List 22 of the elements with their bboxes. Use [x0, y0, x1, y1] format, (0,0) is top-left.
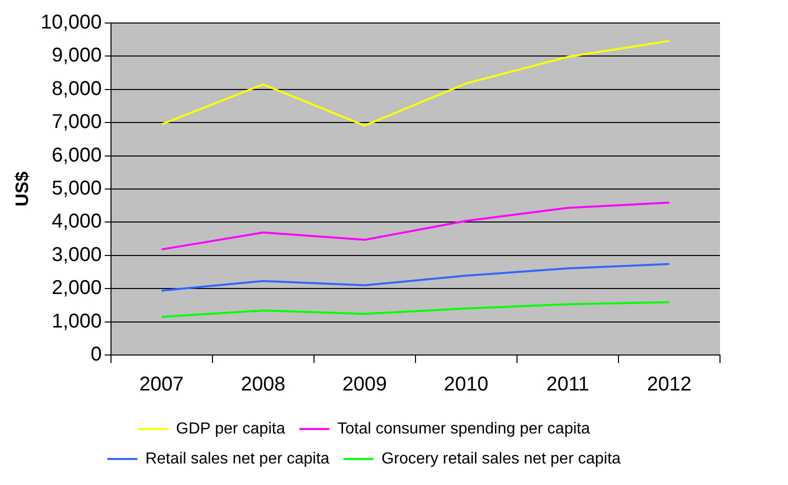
y-tick-label: 3,000 — [52, 244, 102, 266]
y-tick-label: 2,000 — [52, 277, 102, 300]
y-tick-label: 4,000 — [52, 210, 102, 233]
x-tick-label: 2011 — [546, 374, 590, 396]
x-tick-label: 2012 — [646, 374, 692, 396]
y-tick-label: 8,000 — [52, 78, 102, 100]
y-tick-label: 9,000 — [52, 44, 102, 67]
y-tick-label: 0 — [90, 344, 102, 366]
y-axis-title: US$ — [12, 171, 32, 207]
x-tick-label: 2009 — [342, 374, 387, 396]
x-tick-label: 2007 — [139, 374, 184, 396]
y-tick-label: 10,000 — [40, 12, 102, 34]
x-tick-label: 2010 — [444, 374, 488, 396]
y-tick-label: 7,000 — [52, 111, 102, 134]
legend-label: Retail sales net per capita — [145, 450, 330, 468]
legend-label: Total consumer spending per capita — [337, 420, 590, 438]
legend-label: GDP per capita — [176, 420, 286, 438]
x-tick-label: 2008 — [240, 374, 286, 396]
y-tick-label: 5,000 — [52, 178, 102, 200]
y-tick-label: 6,000 — [52, 144, 102, 166]
legend-label: Grocery retail sales net per capita — [381, 450, 621, 468]
y-tick-label: 1,000 — [52, 310, 102, 332]
